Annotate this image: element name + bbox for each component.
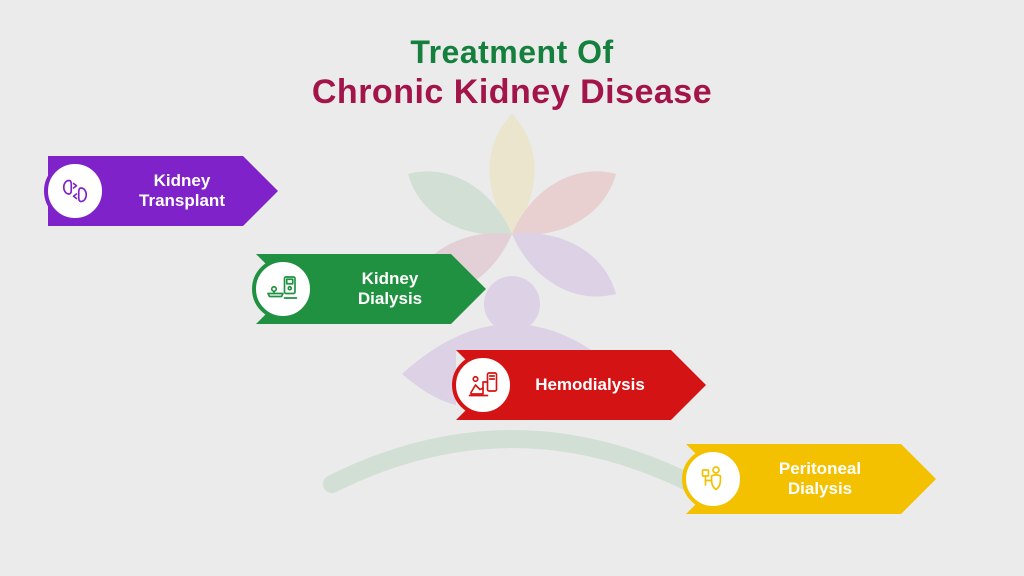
- arrow-head: [243, 156, 278, 226]
- transplant-icon: [44, 160, 106, 222]
- title-line1: Treatment Of: [0, 34, 1024, 71]
- label-peritoneal-dialysis: Peritoneal Dialysis: [760, 459, 880, 498]
- leaf-l1: [397, 155, 523, 254]
- arrow-head: [671, 350, 706, 420]
- leaf-r1: [501, 155, 627, 254]
- leaf-top: [490, 114, 535, 234]
- item-kidney-dialysis: Kidney Dialysis: [256, 254, 486, 324]
- arrow-hemodialysis: Hemodialysis: [456, 350, 706, 420]
- title-line2: Chronic Kidney Disease: [0, 73, 1024, 112]
- peritoneal-icon: [682, 448, 744, 510]
- item-peritoneal-dialysis: Peritoneal Dialysis: [686, 444, 936, 514]
- figure-head: [484, 276, 540, 332]
- label-hemodialysis: Hemodialysis: [530, 375, 650, 395]
- arrow-head: [451, 254, 486, 324]
- dialysis-machine-icon: [252, 258, 314, 320]
- item-hemodialysis: Hemodialysis: [456, 350, 706, 420]
- label-kidney-dialysis: Kidney Dialysis: [330, 269, 450, 308]
- item-kidney-transplant: Kidney Transplant: [48, 156, 278, 226]
- arrow-peritoneal-dialysis: Peritoneal Dialysis: [686, 444, 936, 514]
- figure-swirl: [332, 439, 692, 484]
- arrow-kidney-transplant: Kidney Transplant: [48, 156, 278, 226]
- label-kidney-transplant: Kidney Transplant: [122, 171, 242, 210]
- hemodialysis-icon: [452, 354, 514, 416]
- arrow-kidney-dialysis: Kidney Dialysis: [256, 254, 486, 324]
- leaf-r2: [501, 215, 627, 314]
- arrow-head: [901, 444, 936, 514]
- page-title: Treatment Of Chronic Kidney Disease: [0, 34, 1024, 112]
